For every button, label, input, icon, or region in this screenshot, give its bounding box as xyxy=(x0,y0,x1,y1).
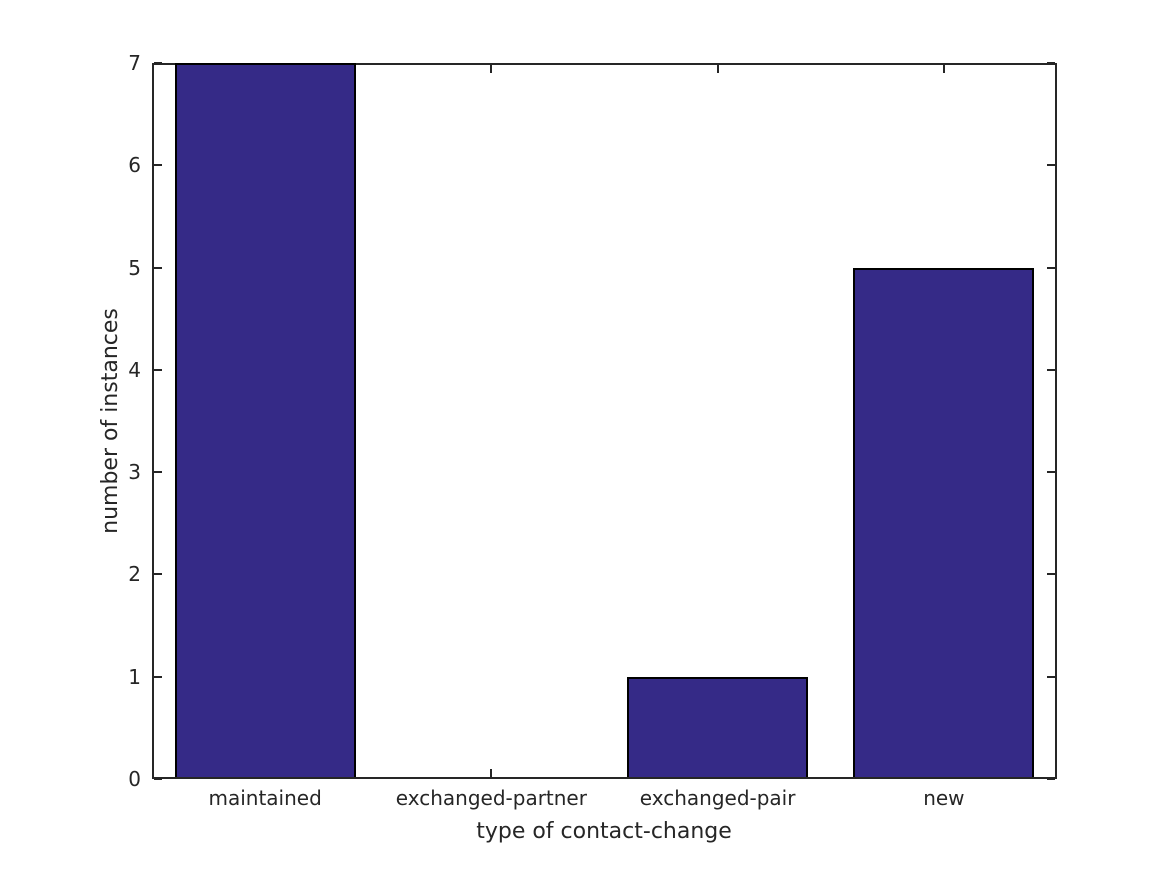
y-tick-label: 2 xyxy=(128,562,141,587)
y-tick-label: 3 xyxy=(128,460,141,485)
x-tick-label: maintained xyxy=(208,786,322,810)
y-tick-mark-right xyxy=(1047,164,1055,167)
y-tick-label: 5 xyxy=(128,255,141,280)
y-tick-mark-left xyxy=(154,62,162,64)
x-tick-label: exchanged-pair xyxy=(639,786,796,810)
y-tick-mark-left xyxy=(154,778,162,780)
x-tick-mark-top xyxy=(716,65,719,73)
y-tick-mark-left xyxy=(154,368,162,371)
x-axis-label: type of contact-change xyxy=(476,819,732,844)
bar-new xyxy=(853,267,1035,777)
y-tick-mark-right xyxy=(1047,778,1055,780)
y-tick-mark-left xyxy=(154,266,162,269)
x-tick-mark-bottom xyxy=(490,769,493,777)
bar-exchanged-pair xyxy=(627,676,809,777)
y-tick-mark-right xyxy=(1047,573,1055,576)
y-tick-label: 6 xyxy=(128,153,141,178)
x-tick-label: exchanged-partner xyxy=(395,786,587,810)
y-tick-label: 1 xyxy=(128,664,141,689)
y-tick-mark-right xyxy=(1047,675,1055,678)
y-tick-label: 7 xyxy=(128,51,141,75)
y-tick-mark-right xyxy=(1047,471,1055,474)
y-axis-label: number of instances xyxy=(98,308,123,534)
y-tick-mark-right xyxy=(1047,266,1055,269)
y-tick-label: 0 xyxy=(128,767,141,791)
y-tick-mark-left xyxy=(154,573,162,576)
plot-area xyxy=(152,62,1057,780)
y-tick-label: 4 xyxy=(128,357,141,382)
x-tick-mark-top xyxy=(942,65,945,73)
x-tick-label: new xyxy=(923,786,965,810)
y-tick-mark-right xyxy=(1047,62,1055,64)
y-tick-mark-left xyxy=(154,471,162,474)
bar-maintained xyxy=(174,63,356,777)
y-tick-mark-right xyxy=(1047,368,1055,371)
y-tick-mark-left xyxy=(154,675,162,678)
x-tick-mark-top xyxy=(490,65,493,73)
y-tick-mark-left xyxy=(154,164,162,167)
